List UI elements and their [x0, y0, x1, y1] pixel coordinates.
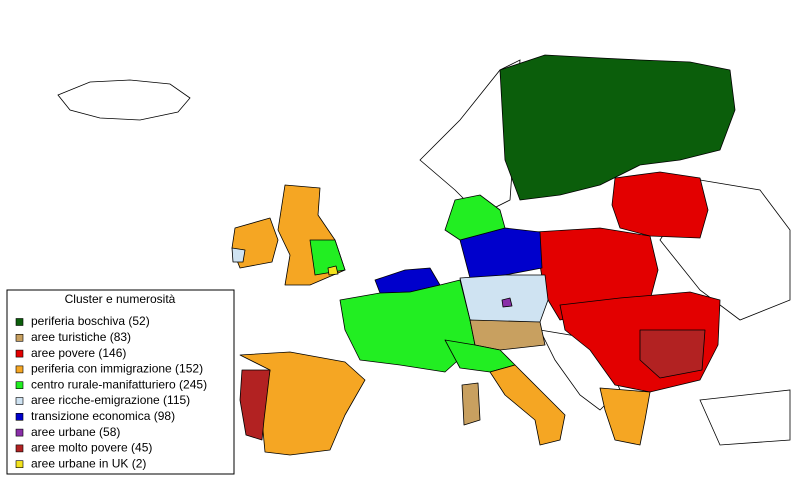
bulgaria [639, 329, 706, 379]
legend-items: periferia boschiva (52) aree turistiche (… [15, 314, 207, 470]
legend-label: aree turistiche (83) [31, 330, 131, 344]
legend-swatch [15, 318, 24, 326]
legend-swatch [15, 460, 24, 469]
urban-spot [501, 297, 513, 308]
legend-swatch [15, 365, 24, 374]
turkey [699, 389, 791, 446]
legend-swatch [15, 397, 24, 405]
london [327, 265, 339, 276]
alps [469, 319, 546, 351]
legend-label: aree urbane (58) [31, 425, 120, 439]
legend-label: aree urbane in UK (2) [31, 456, 146, 470]
sardinia [461, 382, 481, 426]
legend-swatch [15, 412, 24, 421]
legend-box [6, 289, 235, 475]
legend-label: aree ricche-emigrazione (115) [31, 393, 190, 407]
scandinavia [499, 54, 736, 201]
legend-label: periferia con immigrazione (152) [31, 362, 203, 376]
denmark-north-germany [444, 194, 506, 241]
legend-title: Cluster e numerosità [65, 292, 176, 306]
greece [599, 387, 651, 446]
iceland [57, 79, 191, 121]
uk-midlands [309, 239, 346, 276]
legend-swatch [15, 444, 24, 453]
legend-swatch [15, 349, 24, 358]
legend-label: aree molto povere (45) [31, 441, 152, 455]
baltics [611, 171, 709, 239]
legend-swatch [15, 428, 24, 437]
legend-label: centro rurale-manifatturiero (245) [31, 377, 207, 391]
iceland-north-ireland [231, 247, 246, 263]
portugal [239, 369, 271, 441]
legend-label: transizione economica (98) [31, 409, 175, 423]
legend-label: periferia boschiva (52) [31, 314, 150, 328]
legend-swatch [15, 333, 24, 342]
legend-swatch [15, 381, 24, 390]
legend-label: aree povere (146) [31, 346, 126, 360]
italy-south [489, 364, 566, 446]
